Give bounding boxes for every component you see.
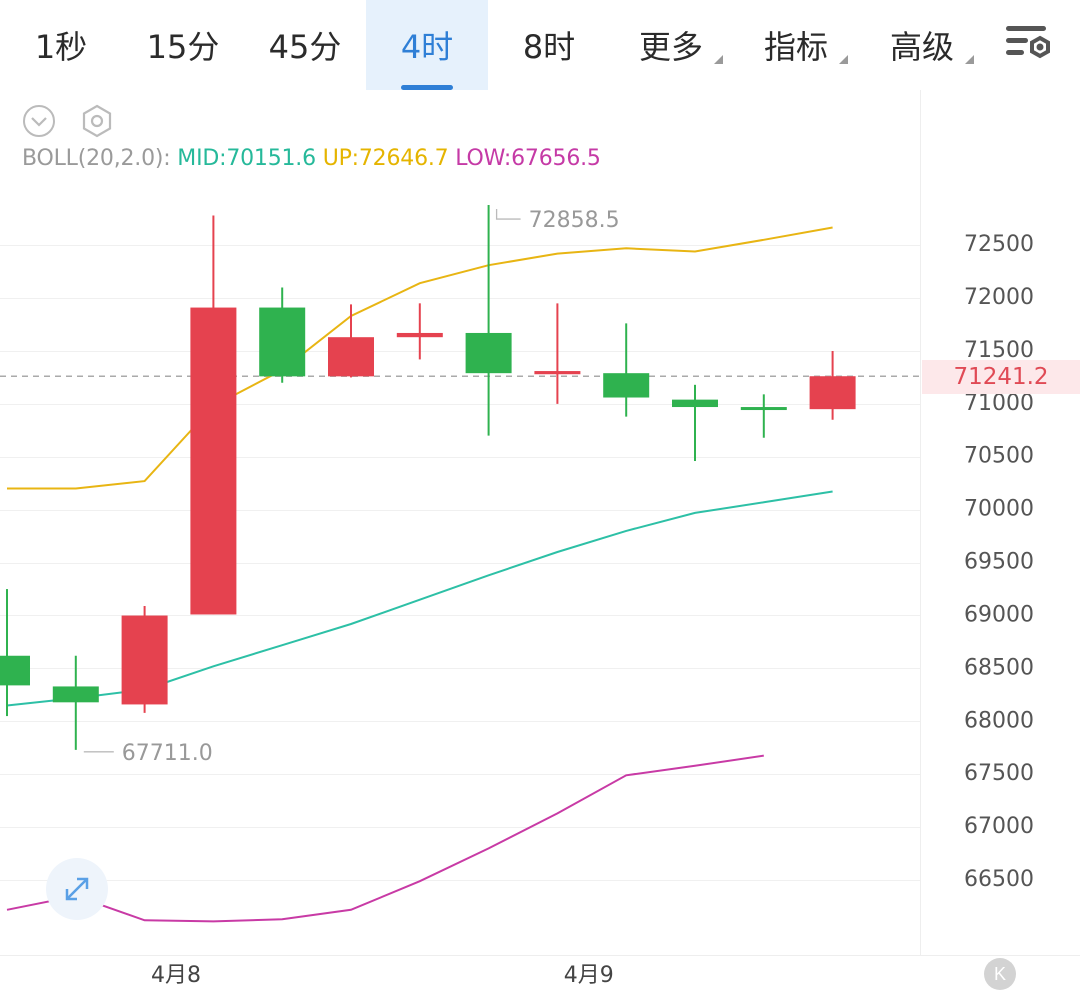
tab-indicators[interactable]: 指标 (732, 0, 860, 90)
tab-label: 指标 (763, 28, 828, 66)
tab-label: 8时 (522, 28, 576, 66)
boll-upper-line (7, 226, 833, 490)
candle-body (740, 407, 787, 411)
tab-1s[interactable]: 1秒 (0, 0, 122, 90)
current-price-value: 71241.2 (953, 364, 1049, 390)
active-tab-indicator (401, 85, 453, 90)
dropdown-corner-icon (714, 55, 723, 64)
date-tick-label: 4月9 (564, 963, 614, 988)
boll-lower-line (6, 754, 764, 923)
boll-mid-value: MID:70151.6 (177, 146, 316, 171)
tab-label-wrap: 高级 (889, 22, 974, 68)
price-tick-label: 67000 (964, 814, 1034, 839)
chart-grid (0, 90, 1080, 956)
tab-15m[interactable]: 15分 (122, 0, 244, 90)
date-tick-label: 4月8 (151, 963, 201, 988)
chart-toolbar (22, 104, 114, 138)
tab-label: 更多 (638, 28, 703, 66)
price-tick-label: 72000 (964, 285, 1034, 310)
tab-label: 高级 (889, 28, 954, 66)
boll-low-value: LOW:67656.5 (455, 146, 601, 171)
candle-body (603, 373, 650, 398)
price-tick-label: 72500 (964, 232, 1034, 257)
candle-body (534, 371, 581, 375)
tab-8h[interactable]: 8时 (488, 0, 610, 90)
price-tick-label: 67500 (964, 761, 1034, 786)
price-tick-label: 70000 (964, 497, 1034, 522)
candle-body (259, 307, 306, 377)
boll-up-value: UP:72646.7 (322, 146, 449, 171)
hexagon-gear-icon[interactable] (80, 104, 114, 138)
candle-body (190, 307, 237, 615)
price-axis: 72500 72000 71500 71000 70500 70000 69500 69000… (964, 232, 1034, 892)
candle-body (672, 399, 718, 408)
price-tick-label: 70500 (964, 444, 1034, 469)
candle-up (809, 350, 856, 420)
dropdown-corner-icon (965, 55, 974, 64)
candle-body (809, 376, 856, 410)
dropdown-corner-icon (839, 55, 848, 64)
candle-down (0, 589, 30, 717)
candle-up (328, 304, 374, 378)
candle-up (121, 606, 168, 713)
candle-down (52, 655, 99, 750)
candle-down (259, 287, 306, 383)
candle-up (534, 303, 581, 404)
tab-45m[interactable]: 45分 (244, 0, 366, 90)
candle-body (465, 332, 512, 374)
current-price-tag: 71241.2 (922, 360, 1080, 394)
min-price-label: 67711.0 (122, 741, 213, 766)
tab-label: 15分 (146, 28, 220, 66)
tab-label: 4时 (400, 28, 454, 66)
candle-body (328, 337, 374, 377)
candle-body (52, 686, 99, 703)
tab-label-wrap: 指标 (763, 22, 848, 68)
chart-settings-icon[interactable] (1000, 14, 1060, 74)
chevron-down-icon[interactable] (22, 104, 56, 138)
boll-indicator-legend: BOLL(20,2.0): MID:70151.6 UP:72646.7 LOW… (22, 146, 601, 171)
price-tick-label: 68000 (964, 708, 1034, 733)
k-button-label: K (993, 963, 1006, 984)
tab-4h[interactable]: 4时 (366, 0, 488, 90)
candle-down (740, 394, 787, 438)
extreme-labels: 72858.5 67711.0 (83, 208, 620, 766)
tab-advanced[interactable]: 高级 (860, 0, 984, 90)
price-tick-label: 66500 (964, 867, 1034, 892)
candle-body (0, 655, 30, 686)
candle-down (465, 205, 512, 436)
k-line-icon[interactable]: K (984, 958, 1016, 990)
candle-up (190, 215, 237, 615)
tab-label: 1秒 (34, 28, 88, 66)
candle-body (121, 615, 168, 705)
tab-more[interactable]: 更多 (610, 0, 732, 90)
max-price-leader (495, 209, 521, 220)
expand-arrows-icon[interactable] (46, 858, 108, 920)
price-tick-label: 71500 (964, 338, 1034, 363)
candles (0, 205, 856, 750)
max-price-label: 72858.5 (529, 208, 620, 233)
price-tick-label: 69000 (964, 602, 1034, 627)
candle-down (672, 384, 718, 462)
tab-label: 45分 (268, 28, 342, 66)
price-tick-label: 69500 (964, 550, 1034, 575)
boll-name: BOLL(20,2.0): (22, 146, 171, 171)
tab-label-wrap: 更多 (638, 22, 723, 68)
candle-body (396, 332, 443, 338)
price-tick-label: 71000 (964, 391, 1034, 416)
candle-down (603, 323, 650, 417)
price-tick-label: 68500 (964, 655, 1034, 680)
date-axis: 4月8 4月9 (151, 963, 614, 988)
timeframe-tab-bar: 1秒 15分 45分 4时 8时 更多 指标 高级 (0, 0, 1080, 90)
candle-up (396, 303, 443, 360)
